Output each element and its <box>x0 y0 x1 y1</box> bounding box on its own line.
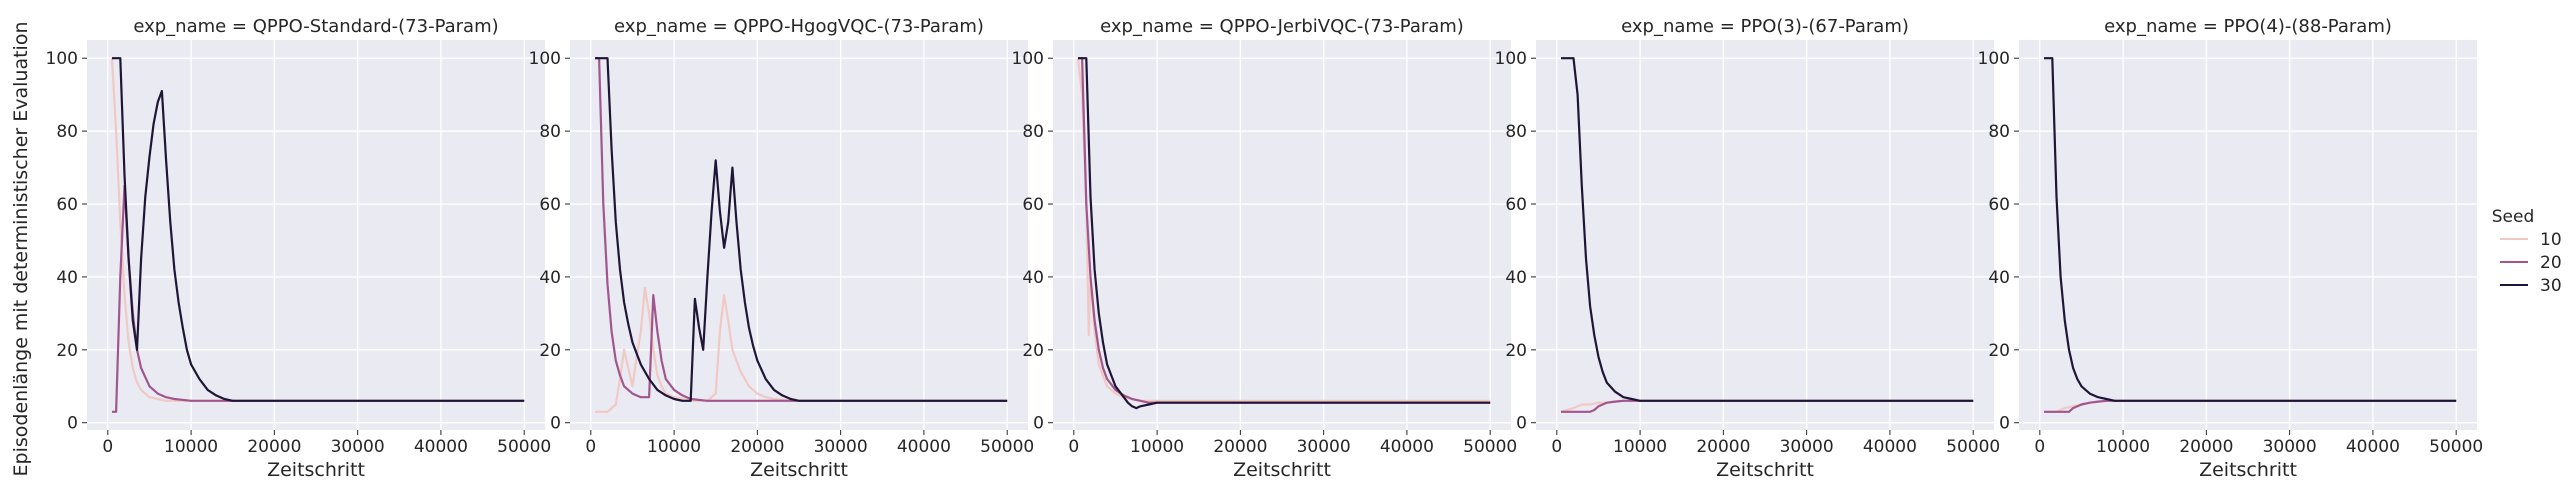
panel-title: exp_name = PPO(4)-(88-Param) <box>2104 16 2392 37</box>
y-tick-label: 0 <box>550 414 561 434</box>
x-tick-label: 20000 <box>2179 437 2233 457</box>
legend-label-1: 10 <box>2540 230 2562 250</box>
y-tick-label: 20 <box>1505 341 1527 361</box>
series-line-seed-30 <box>2044 57 2457 402</box>
x-axis-label: Zeitschritt <box>2199 459 2297 481</box>
panel-background <box>1536 40 1994 430</box>
panel-5: 0 10000 20000 30000 40000 50000 0 20 40 60 80 100 ex… <box>1978 16 2484 481</box>
x-tick-label: 0 <box>1068 437 1079 457</box>
series-line-seed-30 <box>595 57 1008 402</box>
y-tick-label: 0 <box>67 414 78 434</box>
panel-3: 0 10000 20000 30000 40000 50000 0 20 40 60 80 100 ex… <box>1012 16 1518 481</box>
series-line-seed-30 <box>1078 57 1491 410</box>
y-tick-label: 60 <box>539 195 561 215</box>
x-tick-label: 30000 <box>1780 437 1834 457</box>
y-tick-label: 20 <box>56 341 78 361</box>
x-tick-label: 30000 <box>814 437 868 457</box>
panel-title: exp_name = PPO(3)-(67-Param) <box>1621 16 1909 37</box>
x-tick-label: 50000 <box>2429 437 2483 457</box>
legend-title: Seed <box>2492 207 2535 227</box>
y-tick-label: 60 <box>1988 195 2010 215</box>
y-tick-label: 80 <box>539 122 561 142</box>
panel-title: exp_name = QPPO-JerbiVQC-(73-Param) <box>1100 16 1464 37</box>
x-tick-label: 50000 <box>497 437 551 457</box>
x-tick-label: 0 <box>2034 437 2045 457</box>
x-tick-label: 40000 <box>897 437 951 457</box>
y-tick-label: 100 <box>1495 49 1527 69</box>
x-tick-label: 20000 <box>247 437 301 457</box>
y-tick-label: 80 <box>1022 122 1044 142</box>
panel-title: exp_name = QPPO-Standard-(73-Param) <box>133 16 498 37</box>
panel-2: 0 10000 20000 30000 40000 50000 0 20 40 60 80 100 ex… <box>529 16 1035 481</box>
legend-label-2: 20 <box>2540 253 2562 273</box>
series-line-seed-30 <box>1561 57 1974 402</box>
y-tick-label: 60 <box>1022 195 1044 215</box>
x-tick-label: 40000 <box>414 437 468 457</box>
y-tick-label: 0 <box>1516 414 1527 434</box>
y-tick-label: 40 <box>1505 268 1527 288</box>
y-tick-label: 40 <box>1988 268 2010 288</box>
y-tick-label: 0 <box>1033 414 1044 434</box>
legend: Seed 10 20 30 <box>2492 207 2562 296</box>
x-tick-label: 30000 <box>331 437 385 457</box>
x-tick-label: 10000 <box>2096 437 2150 457</box>
y-tick-label: 20 <box>1988 341 2010 361</box>
x-tick-label: 30000 <box>1297 437 1351 457</box>
y-tick-label: 40 <box>56 268 78 288</box>
x-tick-label: 30000 <box>2263 437 2317 457</box>
y-tick-label: 40 <box>539 268 561 288</box>
chart-panels: 0 10000 20000 30000 40000 50000020406080100ex… <box>46 16 2484 481</box>
x-tick-label: 20000 <box>730 437 784 457</box>
legend-label-3: 30 <box>2540 276 2562 296</box>
x-tick-label: 20000 <box>1213 437 1267 457</box>
x-tick-label: 0 <box>585 437 596 457</box>
x-axis-label: Zeitschritt <box>1233 459 1331 481</box>
x-tick-label: 40000 <box>2346 437 2400 457</box>
y-tick-label: 100 <box>46 49 78 69</box>
x-axis-label: Zeitschritt <box>267 459 365 481</box>
series-line-seed-20 <box>595 57 1008 402</box>
panel-background <box>570 40 1028 430</box>
panel-background <box>2019 40 2477 430</box>
y-tick-label: 20 <box>1022 341 1044 361</box>
x-tick-label: 50000 <box>1946 437 2000 457</box>
y-tick-label: 20 <box>539 341 561 361</box>
y-tick-label: 60 <box>1505 195 1527 215</box>
y-axis-label: Episodenlänge mit deterministischer Eval… <box>10 22 32 477</box>
panel-background <box>87 40 545 430</box>
panel-4: 0 10000 20000 30000 40000 50000 0 20 40 60 80 100 ex… <box>1495 16 2001 481</box>
x-tick-label: 10000 <box>164 437 218 457</box>
y-tick-label: 100 <box>1012 49 1044 69</box>
y-tick-label: 0 <box>1999 414 2010 434</box>
y-tick-label: 80 <box>1988 122 2010 142</box>
y-tick-label: 80 <box>1505 122 1527 142</box>
x-tick-label: 0 <box>102 437 113 457</box>
x-axis-label: Zeitschritt <box>750 459 848 481</box>
panel-1: 0 10000 20000 30000 40000 50000 0 20 40 60 80 100 ex… <box>46 16 552 481</box>
x-tick-label: 20000 <box>1696 437 1750 457</box>
panel-background <box>1053 40 1511 430</box>
y-tick-label: 100 <box>529 49 561 69</box>
x-tick-label: 50000 <box>1463 437 1517 457</box>
x-tick-label: 0 <box>1551 437 1562 457</box>
series-line-seed-10 <box>1076 58 1491 402</box>
y-tick-label: 80 <box>56 122 78 142</box>
y-tick-label: 40 <box>1022 268 1044 288</box>
series-line-seed-30 <box>112 57 525 402</box>
panel-title: exp_name = QPPO-HgogVQC-(73-Param) <box>614 16 984 37</box>
y-tick-label: 60 <box>56 195 78 215</box>
x-tick-label: 50000 <box>980 437 1034 457</box>
y-tick-label: 100 <box>1978 49 2010 69</box>
x-tick-label: 40000 <box>1380 437 1434 457</box>
x-tick-label: 10000 <box>647 437 701 457</box>
x-tick-label: 40000 <box>1863 437 1917 457</box>
x-axis-label: Zeitschritt <box>1716 459 1814 481</box>
x-tick-label: 10000 <box>1613 437 1667 457</box>
x-tick-label: 10000 <box>1130 437 1184 457</box>
